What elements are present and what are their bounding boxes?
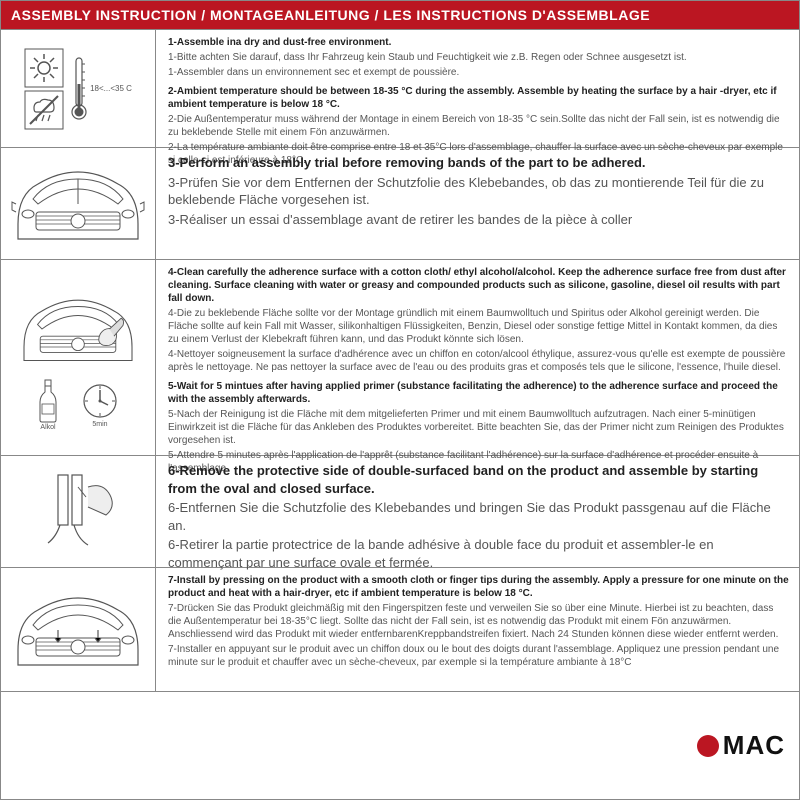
car-front-icon [8,154,148,254]
r3-l4: 5-Wait for 5 mintues after having applie… [168,380,789,406]
r5-l3: 7-Installer en appuyant sur le produit a… [168,643,789,669]
time-label: 5min [92,421,107,428]
icon-cell-5 [1,568,156,691]
logo-dot-icon [697,735,719,757]
r4-l3: 6-Retirer la partie protectrice de la ba… [168,536,789,571]
r4-l1: 6-Remove the protective side of double-s… [168,462,789,497]
footer: MAC [1,692,799,799]
step-row-2: 3-Perform an assembly trial before remov… [1,148,799,260]
text-cell-5: 7-Install by pressing on the product wit… [156,568,799,691]
no-rain-icon [24,90,64,130]
r3-l2: 4-Die zu beklebende Fläche sollte vor de… [168,307,789,346]
r2-l1: 3-Perform an assembly trial before remov… [168,154,789,172]
r1-l3: 1-Assembler dans un environnement sec et… [168,66,789,79]
step-row-1: 18<...<35 C 1-Assemble ina dry and dust-… [1,30,799,148]
step-row-3: Alkol 5min 4-Clean car [1,260,799,456]
logo-text: MAC [723,730,785,761]
temp-range-label: 18<...<35 C [90,84,132,93]
header-bar: ASSEMBLY INSTRUCTION / MONTAGEANLEITUNG … [1,1,799,30]
r4-l2: 6-Entfernen Sie die Schutzfolie des Kleb… [168,499,789,534]
r2-l3: 3-Réaliser un essai d'assemblage avant d… [168,211,789,229]
alcohol-bottle-icon [36,378,60,424]
icon-cell-2 [1,148,156,259]
sun-icon [24,48,64,88]
instruction-sheet: ASSEMBLY INSTRUCTION / MONTAGEANLEITUNG … [0,0,800,800]
r3-l1: 4-Clean carefully the adherence surface … [168,266,789,305]
text-cell-3: 4-Clean carefully the adherence surface … [156,260,799,455]
text-cell-1: 1-Assemble ina dry and dust-free environ… [156,30,799,147]
r5-l2: 7-Drücken Sie das Produkt gleichmäßig mi… [168,602,789,641]
text-cell-2: 3-Perform an assembly trial before remov… [156,148,799,259]
header-title: ASSEMBLY INSTRUCTION / MONTAGEANLEITUNG … [11,7,650,23]
step-row-4: 6-Remove the protective side of double-s… [1,456,799,568]
r1-l2: 1-Bitte achten Sie darauf, dass Ihr Fahr… [168,51,789,64]
alcohol-label: Alkol [40,424,55,431]
clock-icon [80,381,120,421]
icon-cell-4 [1,456,156,567]
r1-l1: 1-Assemble ina dry and dust-free environ… [168,36,789,49]
thermometer-icon [70,54,88,124]
r3-l5: 5-Nach der Reinigung ist die Fläche mit … [168,408,789,447]
r3-l3: 4-Nettoyer soigneusement la surface d'ad… [168,348,789,374]
car-press-icon [8,580,148,680]
r5-l1: 7-Install by pressing on the product wit… [168,574,789,600]
icon-cell-1: 18<...<35 C [1,30,156,147]
step-row-5: 7-Install by pressing on the product wit… [1,568,799,692]
r1-l5: 2-Die Außentemperatur muss während der M… [168,113,789,139]
car-cleaning-icon [8,284,148,374]
r2-l2: 3-Prüfen Sie vor dem Entfernen der Schut… [168,174,789,209]
brand-logo: MAC [697,730,785,761]
r1-l4: 2-Ambient temperature should be between … [168,85,789,111]
icon-cell-3: Alkol 5min [1,260,156,455]
peel-tape-icon [28,467,128,557]
text-cell-4: 6-Remove the protective side of double-s… [156,456,799,567]
